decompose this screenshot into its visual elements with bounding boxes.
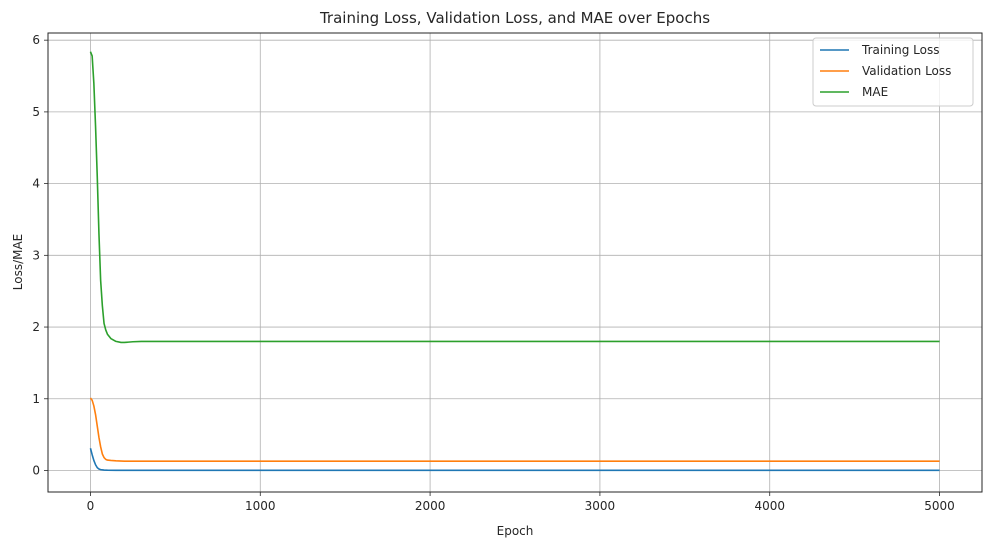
x-tick-label: 5000 [924,499,955,513]
y-axis-ticks: 0 1 2 3 4 5 6 [32,33,48,477]
y-tick-label: 6 [32,33,40,47]
y-axis-label: Loss/MAE [11,234,25,291]
y-tick-label: 1 [32,392,40,406]
x-tick-label: 1000 [245,499,276,513]
x-axis-ticks: 0 1000 2000 3000 4000 5000 [87,492,955,513]
x-axis-label: Epoch [497,524,534,538]
chart-title: Training Loss, Validation Loss, and MAE … [319,9,710,27]
series-line-mae [89,51,940,344]
legend-label-training-loss: Training Loss [861,43,939,57]
y-tick-label: 5 [32,105,40,119]
x-tick-label: 4000 [754,499,785,513]
legend-label-validation-loss: Validation Loss [862,64,951,78]
y-tick-label: 4 [32,177,40,191]
x-tick-label: 2000 [415,499,446,513]
y-tick-label: 2 [32,320,40,334]
legend: Training Loss Validation Loss MAE [812,37,974,107]
y-tick-label: 0 [32,463,40,477]
x-tick-label: 0 [87,499,95,513]
y-tick-label: 3 [32,248,40,262]
legend-box [812,37,974,107]
plot-area-frame [47,32,983,493]
series-line-validation-loss [89,397,940,462]
series-lines [89,51,940,472]
legend-label-mae: MAE [862,85,888,99]
series-line-training-loss [89,448,940,472]
x-tick-label: 3000 [585,499,616,513]
